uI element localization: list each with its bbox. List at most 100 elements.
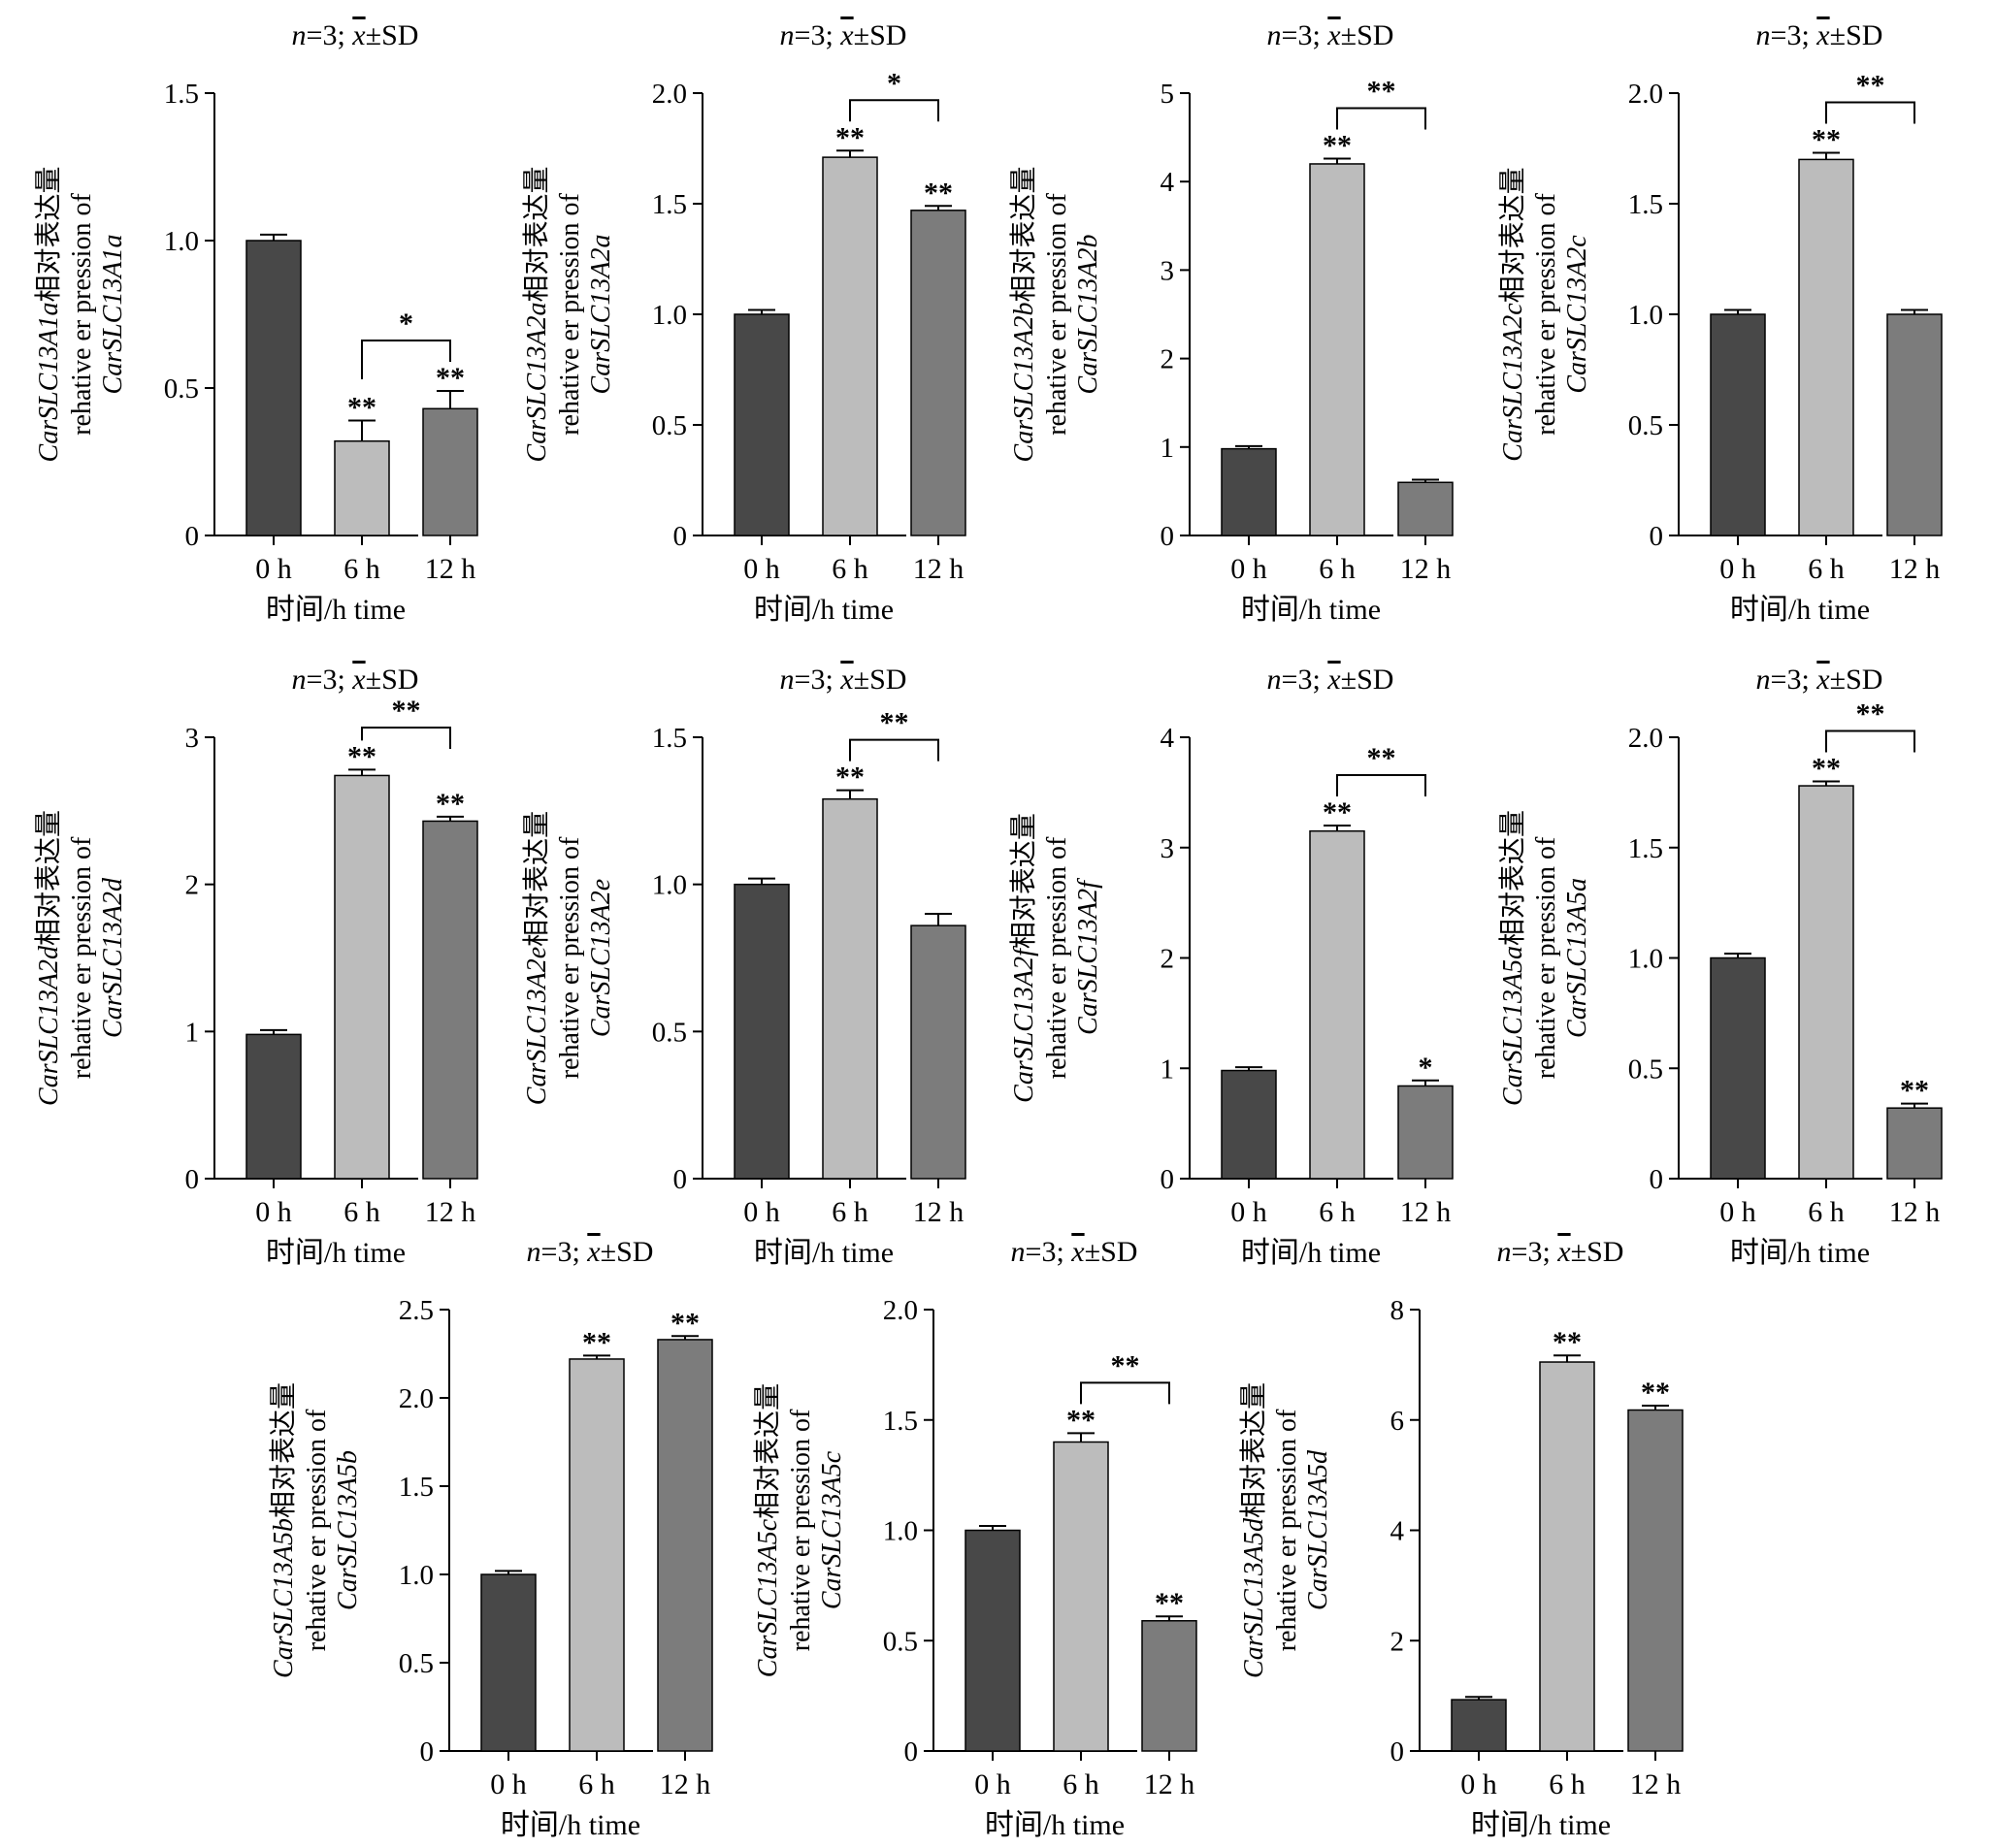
y-tick-label: 0 xyxy=(185,521,200,552)
significance-mark: ** xyxy=(670,1307,700,1339)
y-tick-label: 6 xyxy=(1390,1406,1405,1437)
bar-12h xyxy=(1627,1409,1684,1752)
x-axis-title: 时间/h time xyxy=(1730,1237,1870,1269)
x-axis-title: 时间/h time xyxy=(754,1237,894,1269)
significance-bracket xyxy=(361,727,451,749)
y-tick-label: 2.0 xyxy=(1628,79,1663,110)
y-axis-title: CarSLC13A5d相对表达量 rehative er pression of C… xyxy=(1238,1382,1333,1678)
y-title-line2: rehative er pression of xyxy=(1531,193,1561,436)
chart-panel-CarSLC13A5a: 0 0.5 1.0 1.5 2.0 0 h 6 h ** 12 h ** ** 时间/h time n=… xyxy=(1497,664,1943,1269)
x-tick-label: 0 h xyxy=(743,1196,780,1228)
y-title-line1: CarSLC13A2e相对表达量 xyxy=(521,811,552,1105)
sample-note: n=3; x±SD xyxy=(1497,1236,1624,1268)
y-tick-label: 1.0 xyxy=(1628,944,1663,975)
x-tick-label: 0 h xyxy=(1460,1768,1497,1800)
x-tick-label: 6 h xyxy=(1063,1768,1099,1800)
y-axis-title: CarSLC13A2f相对表达量 rehative er pression of C… xyxy=(1008,813,1103,1103)
x-tick-label: 12 h xyxy=(425,1196,476,1228)
y-tick-label: 2 xyxy=(185,870,200,901)
y-tick-label: 1.0 xyxy=(652,300,687,331)
bar-6h xyxy=(1798,158,1854,536)
bar-12h xyxy=(422,407,478,536)
y-title-line2: rehative er pression of xyxy=(555,836,585,1079)
significance-mark: ** xyxy=(1812,124,1841,156)
significance-mark: ** xyxy=(347,740,376,772)
y-tick-label: 0 xyxy=(420,1736,435,1767)
y-tick-label: 1.5 xyxy=(399,1472,434,1503)
significance-mark: ** xyxy=(436,362,465,394)
bracket-label: ** xyxy=(880,707,909,739)
x-axis-title: 时间/h time xyxy=(1241,1237,1381,1269)
y-tick-label: 0 xyxy=(185,1164,200,1195)
y-tick-label: 4 xyxy=(1161,723,1175,754)
bar-6h xyxy=(1053,1441,1109,1752)
y-title-line3: CarSLC13A2a xyxy=(586,235,616,395)
bracket-label: * xyxy=(399,308,413,340)
y-tick-label: 1.5 xyxy=(164,79,199,110)
chart-panel-CarSLC13A2d: 0 1 2 3 0 h 6 h ** 12 h ** ** 时间/h time n=3; x±SD Ca… xyxy=(33,664,478,1269)
y-tick-label: 0 xyxy=(1650,521,1664,552)
significance-mark: ** xyxy=(1155,1587,1184,1619)
significance-bracket xyxy=(361,340,451,380)
y-axis-title: CarSLC13A2c相对表达量 rehative er pression of C… xyxy=(1497,167,1592,461)
y-tick-label: 0 xyxy=(1390,1736,1405,1767)
x-axis-title: 时间/h time xyxy=(1730,594,1870,626)
bar-6h xyxy=(1798,785,1854,1180)
x-tick-label: 12 h xyxy=(1889,553,1941,585)
y-axis-title: CarSLC13A5a相对表达量 rehative er pression of C… xyxy=(1497,810,1592,1106)
chart-panel-CarSLC13A2e: 0 0.5 1.0 1.5 0 h 6 h ** 12 h ** 时间/h time n=3; x±… xyxy=(521,664,966,1269)
x-tick-label: 0 h xyxy=(743,553,780,585)
y-title-line3: CarSLC13A5d xyxy=(1303,1449,1333,1610)
x-tick-label: 6 h xyxy=(1549,1768,1586,1800)
y-title-line2: rehative er pression of xyxy=(67,836,97,1079)
significance-mark: ** xyxy=(1323,796,1352,828)
x-axis-title: 时间/h time xyxy=(266,1237,406,1269)
x-tick-label: 6 h xyxy=(1808,553,1845,585)
chart-panel-CarSLC13A5d: 0 2 4 6 8 0 h 6 h ** 12 h ** 时间/h time n=3; x±SD Car… xyxy=(1238,1236,1684,1841)
chart-panel-CarSLC13A2c: 0 0.5 1.0 1.5 2.0 0 h 6 h ** 12 h ** 时间/h time n=3;… xyxy=(1497,19,1943,626)
y-tick-label: 3 xyxy=(1161,833,1175,864)
significance-mark: ** xyxy=(582,1326,611,1358)
x-tick-label: 12 h xyxy=(660,1768,711,1800)
x-tick-label: 6 h xyxy=(1319,553,1356,585)
y-tick-label: 2.0 xyxy=(883,1295,918,1326)
sample-note: n=3; x±SD xyxy=(1011,1236,1138,1268)
y-tick-label: 0.5 xyxy=(1628,1054,1663,1085)
bar-0h xyxy=(245,240,302,536)
significance-mark: ** xyxy=(1066,1404,1096,1436)
y-tick-label: 1.0 xyxy=(1628,300,1663,331)
x-tick-label: 12 h xyxy=(913,553,965,585)
x-tick-label: 0 h xyxy=(255,1196,292,1228)
significance-bracket xyxy=(849,738,939,762)
y-tick-label: 0.5 xyxy=(164,373,199,405)
bar-0h xyxy=(1710,956,1766,1180)
sample-note: n=3; x±SD xyxy=(780,664,907,696)
y-tick-label: 3 xyxy=(185,723,200,754)
y-tick-label: 2 xyxy=(1161,344,1175,375)
significance-bracket xyxy=(1825,101,1915,124)
y-title-line2: rehative er pression of xyxy=(1042,836,1072,1079)
bar-0h xyxy=(1710,313,1766,536)
bar-0h xyxy=(734,883,790,1180)
x-axis-title: 时间/h time xyxy=(754,594,894,626)
bracket-label: ** xyxy=(1856,70,1885,102)
significance-mark: ** xyxy=(924,177,953,209)
x-tick-label: 6 h xyxy=(343,1196,380,1228)
y-tick-label: 0 xyxy=(1161,521,1175,552)
y-tick-label: 0 xyxy=(673,1164,688,1195)
significance-mark: ** xyxy=(1553,1326,1582,1358)
sample-note: n=3; x±SD xyxy=(1267,664,1394,696)
y-tick-label: 1.0 xyxy=(399,1560,434,1591)
sample-note: n=3; x±SD xyxy=(292,664,419,696)
x-axis-title: 时间/h time xyxy=(1471,1809,1611,1841)
x-tick-label: 6 h xyxy=(578,1768,615,1800)
significance-bracket xyxy=(1080,1381,1170,1405)
bar-12h xyxy=(657,1339,713,1752)
y-title-line2: rehative er pression of xyxy=(1042,193,1072,436)
y-title-line3: CarSLC13A5b xyxy=(333,1450,363,1610)
y-title-line3: CarSLC13A2b xyxy=(1073,235,1103,395)
y-axis-title: CarSLC13A1a相对表达量 rehative er pression of C… xyxy=(33,167,128,463)
x-axis-title: 时间/h time xyxy=(266,594,406,626)
